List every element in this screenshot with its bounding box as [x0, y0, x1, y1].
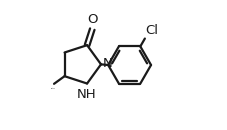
Text: O: O: [87, 13, 97, 26]
Text: methyl: methyl: [51, 88, 56, 89]
Text: NH: NH: [76, 88, 96, 101]
Text: Cl: Cl: [145, 24, 158, 37]
Text: N: N: [102, 57, 112, 70]
